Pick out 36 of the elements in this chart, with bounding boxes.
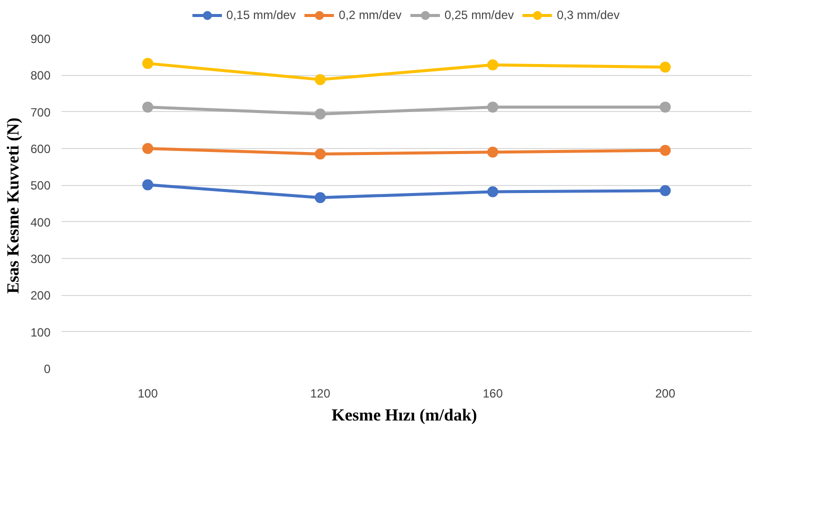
y-tick-label: 600 — [30, 142, 51, 156]
point — [660, 62, 671, 73]
y-tick-label: 0 — [44, 362, 51, 376]
point — [142, 179, 154, 190]
y-tick-label: 100 — [30, 325, 51, 340]
point — [660, 102, 671, 113]
x-tick-label: 200 — [655, 386, 676, 400]
y-axis-title: Esas Kesme Kuvveti (N) — [3, 118, 22, 294]
point — [142, 58, 154, 69]
y-tick-label: 800 — [30, 68, 51, 83]
y-tick-label: 400 — [30, 215, 51, 230]
x-axis-title: Kesme Hızı (m/dak) — [332, 406, 478, 424]
x-tick-label: 100 — [138, 386, 158, 400]
y-tick-label: 900 — [30, 32, 51, 46]
point — [660, 144, 671, 156]
legend-label: 0,25 mm/dev — [444, 8, 514, 22]
x-tick-label: 120 — [310, 386, 331, 400]
point — [142, 143, 154, 154]
x-tick-label: 160 — [482, 386, 504, 400]
point — [487, 186, 498, 198]
point — [314, 108, 326, 120]
y-tick-label: 300 — [30, 252, 51, 266]
point — [314, 192, 326, 204]
point — [142, 102, 154, 113]
point — [487, 146, 498, 158]
point — [314, 74, 326, 86]
legend-label: 0,3 mm/dev — [556, 8, 620, 22]
point — [660, 185, 671, 196]
legend-label: 0,15 mm/dev — [226, 8, 296, 22]
legend-label: 0,2 mm/dev — [338, 8, 402, 22]
y-tick-label: 500 — [30, 178, 51, 193]
y-tick-label: 200 — [30, 288, 51, 303]
y-tick-label: 700 — [30, 105, 51, 120]
point — [487, 102, 498, 113]
point — [487, 59, 498, 70]
point — [314, 148, 326, 160]
